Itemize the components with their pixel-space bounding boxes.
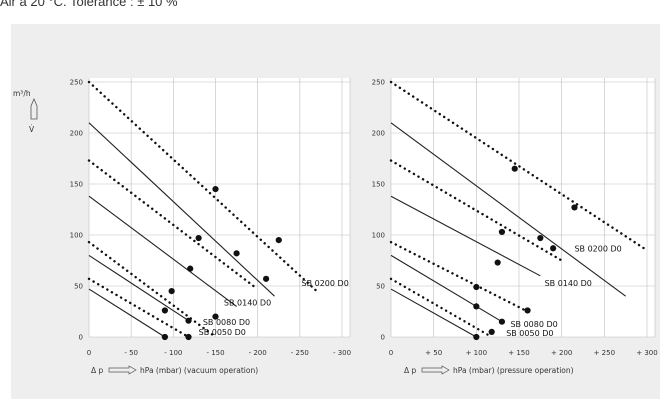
data-point (473, 333, 480, 341)
x-tick-label: + 300 (636, 349, 657, 357)
series-line-dotted-sb-0080-d0 (389, 240, 529, 313)
y-tick-label: 250 (70, 79, 83, 87)
chart-figure: m³/h V̇ 0 50 100 150 200 250 0 - 50 - 100 - 150 - 20… (11, 24, 660, 399)
y-arrow-icon (30, 97, 38, 120)
y-tick-label: 100 (372, 232, 385, 240)
data-point (488, 328, 495, 335)
series-line-solid-sb-0080-d0 (88, 254, 191, 323)
data-point (161, 307, 168, 314)
y-tick-label: 50 (74, 283, 83, 291)
data-point (571, 204, 578, 211)
data-point (233, 250, 240, 257)
data-point (161, 333, 168, 341)
y-tick-label: 250 (372, 79, 385, 87)
x-arrow-icon (108, 365, 137, 375)
data-point (550, 245, 557, 252)
series-line-solid-sb-0140-d0 (390, 195, 541, 277)
x-axis-delta-label: Δ p (91, 366, 104, 375)
y-tick-label: 200 (70, 130, 83, 138)
series-label-sb-0140-d0: SB 0140 D0 (545, 279, 592, 288)
x-tick-label: 0 (389, 349, 393, 357)
y-tick-label: 0 (79, 334, 83, 342)
data-point (185, 317, 192, 324)
plot-area-2 (391, 78, 655, 337)
series-line-dotted-sb-0200-d0 (389, 80, 649, 252)
x-tick-label: + 200 (551, 349, 572, 357)
x-tick-label: - 100 (164, 349, 182, 357)
x-tick-label: - 200 (249, 349, 267, 357)
data-point (187, 265, 194, 272)
series-label-sb-0050-d0: SB 0050 D0 (199, 328, 246, 337)
data-point (275, 237, 282, 244)
series-line-dotted-sb-0050-d0 (87, 277, 190, 339)
x-arrow-icon (421, 365, 450, 375)
x-tick-label: - 50 (124, 349, 138, 357)
series-label-sb-0080-d0: SB 0080 D0 (510, 320, 557, 329)
data-point (473, 303, 480, 310)
data-point (212, 313, 219, 320)
y-tick-label: 100 (70, 232, 83, 240)
x-tick-label: + 50 (425, 349, 442, 357)
series-label-sb-0140-d0: SB 0140 D0 (224, 298, 271, 307)
data-point (185, 333, 192, 341)
x-tick-label: - 300 (333, 349, 351, 357)
series-label-sb-0200-d0: SB 0200 D0 (302, 279, 349, 288)
series-label-sb-0050-d0: SB 0050 D0 (506, 329, 553, 338)
series-line-dotted-sb-0080-d0 (87, 240, 217, 339)
x-axis-title: hPa (mbar) (vacuum operation) (140, 366, 258, 375)
data-point (473, 283, 480, 291)
x-axis-title: hPa (mbar) (pressure operation) (453, 366, 574, 375)
y-tick-label: 150 (70, 181, 83, 189)
series-label-sb-0080-d0: SB 0080 D0 (203, 318, 250, 327)
series-line-solid-sb-0050-d0 (88, 288, 166, 338)
y-symbol: V̇ (29, 125, 35, 134)
x-axis-delta-label: Δ p (404, 366, 417, 375)
figure-caption: Air à 20 °C. Tolérance : ± 10 % (0, 0, 178, 9)
series-line-dotted-sb-0140-d0 (389, 159, 563, 262)
series-line-solid-sb-0140-d0 (88, 195, 237, 307)
y-tick-label: 150 (372, 181, 385, 189)
data-point (168, 288, 175, 295)
series-label-sb-0200-d0: SB 0200 D0 (574, 244, 621, 253)
series-line-solid-sb-0050-d0 (390, 288, 477, 338)
data-point (524, 307, 531, 314)
data-point (195, 234, 202, 242)
data-point (511, 165, 518, 172)
y-tick-label: 200 (372, 130, 385, 138)
series-line-solid-sb-0200-d0 (88, 122, 275, 297)
x-tick-label: - 250 (291, 349, 309, 357)
x-tick-label: 0 (87, 349, 91, 357)
data-point (498, 228, 506, 236)
data-point (494, 259, 501, 266)
y-unit-label: m³/h (13, 89, 31, 98)
data-point (263, 275, 270, 282)
series-line-solid-sb-0200-d0 (390, 122, 626, 297)
x-tick-label: - 150 (206, 349, 224, 357)
chart-canvas: m³/h V̇ 0 50 100 150 200 250 0 - 50 - 100 - 150 - 20… (13, 78, 658, 375)
data-point (212, 186, 219, 193)
series-line-solid-sb-0080-d0 (390, 254, 503, 323)
y-tick-label: 50 (376, 283, 385, 291)
data-point (498, 318, 506, 325)
series-line-dotted-sb-0200-d0 (87, 80, 318, 293)
series-line-dotted-sb-0050-d0 (389, 277, 493, 339)
x-tick-label: + 150 (508, 349, 529, 357)
data-point (537, 234, 544, 242)
x-tick-label: + 100 (466, 349, 487, 357)
y-tick-label: 0 (381, 334, 385, 342)
x-tick-label: + 250 (594, 349, 615, 357)
